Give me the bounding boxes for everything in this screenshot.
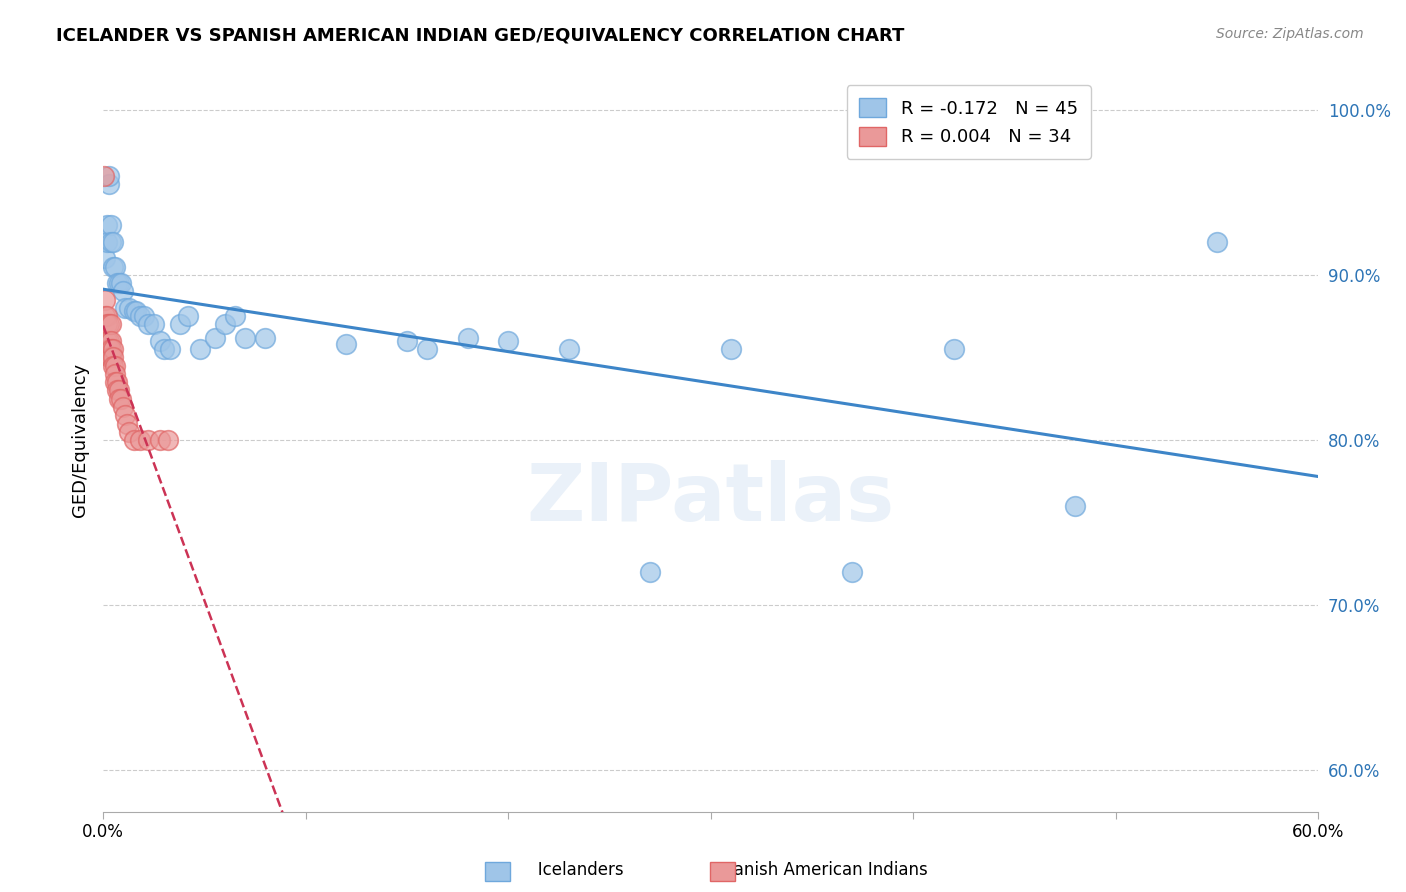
Point	[94, 252, 117, 266]
Point	[96, 318, 118, 332]
Point	[136, 318, 159, 332]
Legend: R = -0.172   N = 45, R = 0.004   N = 34: R = -0.172 N = 45, R = 0.004 N = 34	[846, 85, 1091, 159]
Point	[457, 331, 479, 345]
Point	[118, 301, 141, 315]
Point	[114, 301, 136, 315]
Point	[335, 337, 357, 351]
Point	[169, 318, 191, 332]
Point	[96, 235, 118, 249]
Point	[98, 177, 121, 191]
Point	[104, 367, 127, 381]
Point	[103, 359, 125, 373]
Point	[177, 309, 200, 323]
Point	[128, 309, 150, 323]
Point	[112, 285, 135, 299]
Point	[96, 309, 118, 323]
Point	[98, 318, 121, 332]
Point	[94, 293, 117, 307]
Point	[128, 433, 150, 447]
Point	[638, 565, 661, 579]
Point	[108, 384, 131, 398]
Text: Spanish American Indians: Spanish American Indians	[675, 861, 928, 879]
Point	[98, 334, 121, 348]
Point	[122, 304, 145, 318]
Point	[96, 219, 118, 233]
Point	[720, 342, 742, 356]
Point	[112, 400, 135, 414]
Point	[156, 433, 179, 447]
Point	[233, 331, 256, 345]
Point	[100, 334, 122, 348]
Y-axis label: GED/Equivalency: GED/Equivalency	[72, 363, 89, 517]
Point	[149, 433, 172, 447]
Point	[100, 351, 122, 365]
Point	[841, 565, 863, 579]
Point	[98, 351, 121, 365]
Point	[117, 417, 139, 431]
Point	[100, 342, 122, 356]
Point	[98, 169, 121, 183]
Text: ICELANDER VS SPANISH AMERICAN INDIAN GED/EQUIVALENCY CORRELATION CHART: ICELANDER VS SPANISH AMERICAN INDIAN GED…	[56, 27, 904, 45]
Point	[204, 331, 226, 345]
Point	[103, 235, 125, 249]
Point	[100, 318, 122, 332]
Point	[942, 342, 965, 356]
Point	[496, 334, 519, 348]
Point	[105, 384, 128, 398]
Point	[118, 425, 141, 439]
Point	[110, 276, 132, 290]
Point	[103, 260, 125, 274]
Point	[124, 304, 146, 318]
Point	[149, 334, 172, 348]
Point	[96, 334, 118, 348]
Point	[100, 219, 122, 233]
Point	[214, 318, 236, 332]
Point	[395, 334, 418, 348]
Point	[1064, 499, 1087, 513]
Point	[104, 376, 127, 390]
Point	[558, 342, 581, 356]
Point	[110, 392, 132, 406]
Text: ZIPatlas: ZIPatlas	[527, 460, 894, 539]
Point	[103, 351, 125, 365]
Point	[142, 318, 165, 332]
Point	[153, 342, 176, 356]
Point	[159, 342, 181, 356]
Point	[108, 276, 131, 290]
Point	[188, 342, 211, 356]
Point	[1206, 235, 1229, 249]
Point	[105, 376, 128, 390]
Point	[100, 235, 122, 249]
Point	[416, 342, 439, 356]
Point	[108, 392, 131, 406]
Point	[254, 331, 277, 345]
Point	[136, 433, 159, 447]
Text: Source: ZipAtlas.com: Source: ZipAtlas.com	[1216, 27, 1364, 41]
Point	[94, 309, 117, 323]
Point	[93, 169, 115, 183]
Point	[98, 342, 121, 356]
Point	[103, 342, 125, 356]
Point	[105, 276, 128, 290]
Point	[122, 433, 145, 447]
Text: Icelanders: Icelanders	[501, 861, 624, 879]
Point	[104, 359, 127, 373]
Point	[114, 409, 136, 423]
Point	[224, 309, 246, 323]
Point	[132, 309, 155, 323]
Point	[104, 260, 127, 274]
